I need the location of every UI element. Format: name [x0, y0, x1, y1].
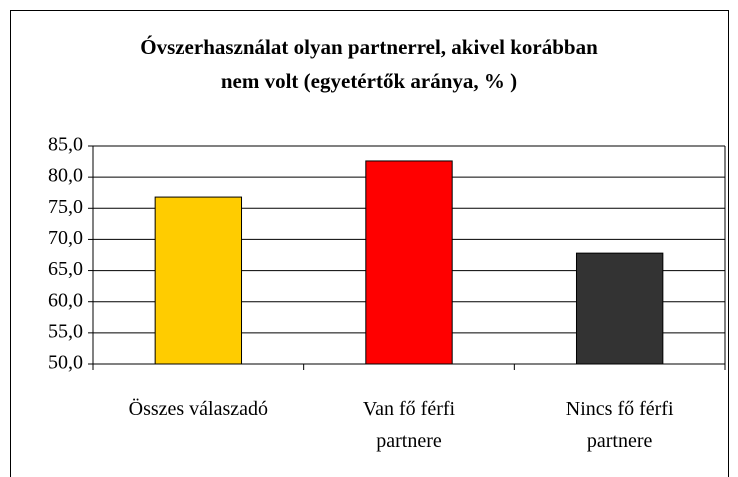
y-tick-label: 65,0: [48, 258, 83, 280]
y-tick-label: 50,0: [48, 352, 83, 374]
bar: [575, 252, 664, 365]
y-tick-label: 60,0: [48, 289, 83, 311]
y-tick-label: 75,0: [48, 196, 83, 218]
x-tick-label: Van fő férfi partnere: [362, 398, 456, 452]
x-tick-label: Nincs fő férfi partnere: [565, 398, 674, 452]
chart-title: Óvszerhasználat olyan partnerrel, akivel…: [140, 35, 598, 93]
chart-border: [10, 10, 729, 477]
y-tick-label: 70,0: [48, 227, 83, 249]
y-tick-label: 85,0: [48, 134, 83, 156]
x-tick-label: Összes válaszadó: [128, 398, 269, 420]
y-tick-label: 80,0: [48, 165, 83, 187]
bar: [154, 196, 243, 365]
y-tick-label: 55,0: [48, 320, 83, 342]
bar: [365, 160, 453, 365]
